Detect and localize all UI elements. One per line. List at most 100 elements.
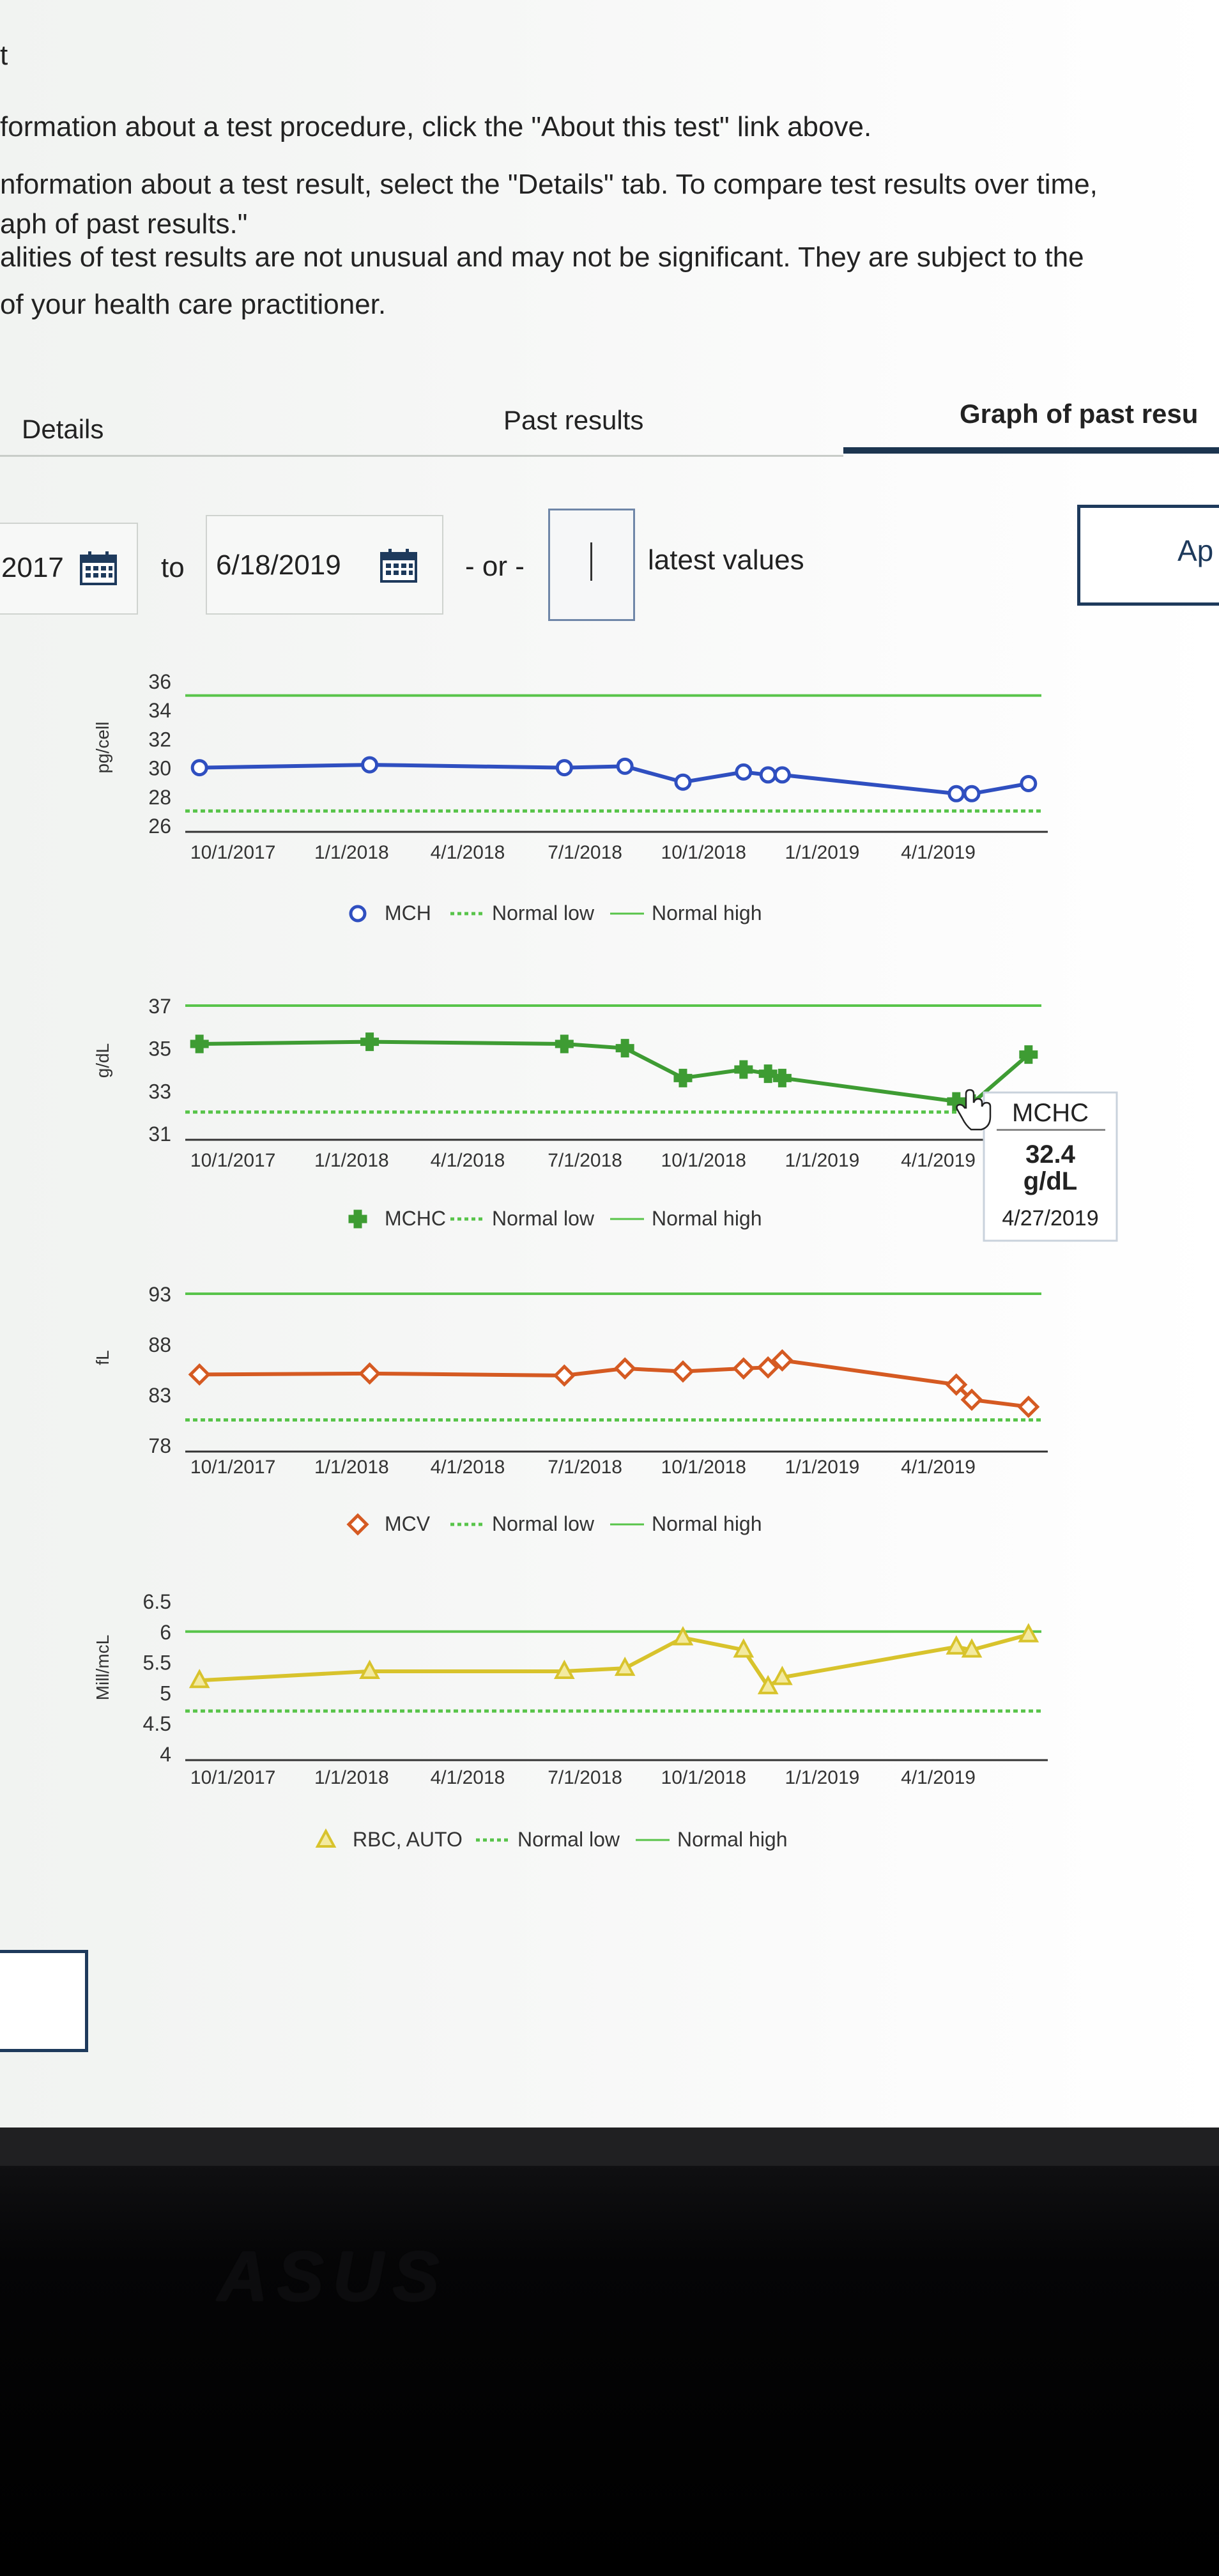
y-tick-label: 6.5	[143, 1590, 171, 1613]
y-tick-label: 36	[148, 670, 171, 693]
or-label: - or -	[465, 551, 525, 582]
latest-count-input[interactable]	[548, 509, 635, 621]
y-tick-label: 35	[148, 1038, 171, 1061]
x-tick-label: 1/1/2018	[314, 1457, 389, 1478]
data-point	[614, 1656, 636, 1676]
legend-label: RBC, AUTO	[353, 1828, 463, 1851]
data-point	[772, 1068, 792, 1087]
tab-details[interactable]: Details	[22, 414, 104, 444]
y-tick-label: 4	[160, 1743, 171, 1766]
y-tick-label: 5.5	[143, 1652, 171, 1675]
legend-label: Normal high	[652, 901, 762, 924]
y-tick-label: 78	[148, 1434, 171, 1457]
to-date-value: 6/18/2019	[216, 549, 341, 581]
data-point	[1018, 1623, 1039, 1643]
brand-logo: ASUS	[217, 2237, 448, 2316]
x-tick-label: 1/1/2018	[314, 1150, 389, 1171]
legend-label: Normal low	[492, 1207, 595, 1230]
data-point	[615, 1039, 634, 1058]
data-point	[1017, 1395, 1040, 1418]
x-tick-label: 4/1/2019	[901, 1457, 976, 1478]
data-point	[616, 757, 634, 775]
x-tick-label: 1/1/2018	[314, 1767, 389, 1788]
y-tick-label: 34	[148, 699, 171, 722]
data-point	[361, 756, 379, 774]
calendar-icon[interactable]	[79, 551, 118, 585]
data-point	[770, 1349, 793, 1372]
legend-label: MCH	[385, 901, 431, 924]
apply-button[interactable]: Ap	[1077, 505, 1219, 606]
y-axis-label: Mill/mcL	[93, 1635, 112, 1701]
data-point	[945, 1373, 968, 1396]
y-tick-label: 88	[148, 1333, 171, 1356]
data-point	[733, 1638, 755, 1658]
data-point	[1020, 774, 1038, 792]
data-point	[759, 766, 777, 784]
intro-text-4: aph of past results."	[0, 208, 248, 240]
data-point	[773, 766, 791, 784]
x-tick-label: 10/1/2017	[190, 1457, 275, 1478]
data-point	[960, 1388, 983, 1411]
y-axis-label: pg/cell	[93, 722, 112, 774]
intro-text-1: t	[0, 40, 8, 71]
from-date-value: 2017	[1, 552, 64, 583]
legend-label: Normal low	[492, 901, 595, 924]
tooltip-text: 4/27/2019	[1002, 1206, 1098, 1230]
tooltip-box	[983, 1091, 1118, 1242]
y-tick-label: 5	[160, 1682, 171, 1705]
x-tick-label: 4/1/2018	[431, 1457, 505, 1478]
monitor-bezel-edge	[0, 2128, 1219, 2166]
y-tick-label: 83	[148, 1384, 171, 1407]
tab-graph[interactable]: Graph of past resu	[960, 399, 1199, 429]
x-tick-label: 7/1/2018	[548, 1150, 622, 1171]
y-tick-label: 32	[148, 728, 171, 751]
x-tick-label: 4/1/2018	[431, 1150, 505, 1171]
legend-label: Normal low	[518, 1828, 620, 1851]
y-tick-label: 30	[148, 757, 171, 780]
data-point	[961, 1638, 983, 1658]
data-point	[673, 1068, 693, 1087]
tooltip-text: g/dL	[1023, 1167, 1077, 1195]
legend-label: Normal high	[652, 1512, 762, 1535]
tab-past-results[interactable]: Past results	[503, 405, 644, 435]
y-tick-label: 37	[148, 995, 171, 1018]
tooltip-divider	[997, 1129, 1105, 1131]
data-point	[671, 1360, 694, 1383]
y-axis-label: g/dL	[93, 1043, 112, 1078]
calendar-icon[interactable]	[379, 548, 418, 583]
y-tick-label: 28	[148, 786, 171, 809]
x-tick-label: 7/1/2018	[548, 1767, 622, 1788]
data-point	[188, 1363, 211, 1386]
data-point	[190, 759, 208, 777]
data-point	[947, 785, 965, 802]
legend-marker	[349, 905, 367, 923]
legend-label: Normal high	[677, 1828, 788, 1851]
data-point	[758, 1064, 778, 1084]
data-point	[359, 1659, 380, 1679]
legend-label: Normal low	[492, 1512, 595, 1535]
x-tick-label: 1/1/2019	[785, 1767, 860, 1788]
data-point	[732, 1357, 755, 1380]
screen: t formation about a test procedure, clic…	[0, 0, 1219, 2128]
y-tick-label: 93	[148, 1283, 171, 1306]
y-axis-label: fL	[93, 1350, 112, 1365]
from-date-field[interactable]: 2017	[0, 523, 138, 615]
legend-marker	[346, 1513, 369, 1536]
data-point	[613, 1357, 636, 1380]
data-point	[674, 773, 692, 791]
data-point	[553, 1364, 576, 1387]
x-tick-label: 10/1/2018	[661, 1767, 746, 1788]
x-tick-label: 4/1/2019	[901, 1767, 976, 1788]
active-tab-indicator	[843, 447, 1219, 454]
chart-tooltip: MCHC 32.4g/dL 4/27/2019	[983, 1091, 1118, 1242]
to-date-field[interactable]: 6/18/2019	[206, 515, 443, 615]
intro-text-6: of your health care practitioner.	[0, 289, 387, 320]
x-tick-label: 4/1/2018	[431, 1767, 505, 1788]
y-tick-label: 33	[148, 1080, 171, 1103]
text-caret	[590, 542, 592, 581]
x-tick-label: 10/1/2017	[190, 1767, 275, 1788]
series-line	[199, 1039, 1030, 1106]
bottom-button[interactable]	[0, 1950, 88, 2052]
data-point	[360, 1032, 379, 1052]
x-tick-label: 10/1/2018	[661, 842, 746, 863]
